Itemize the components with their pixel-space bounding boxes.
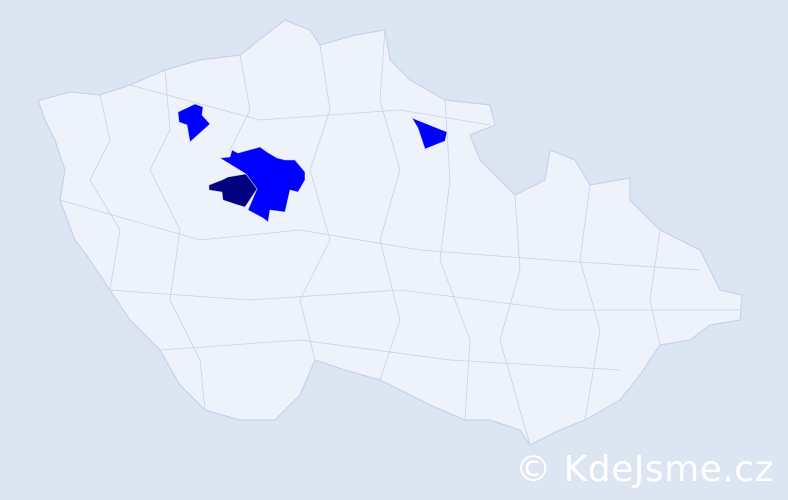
district-highlight-medium-3[interactable] <box>219 146 306 223</box>
district-highlight-medium-2[interactable] <box>411 117 448 150</box>
country-outline <box>37 19 743 446</box>
district-highlight-high[interactable] <box>208 173 258 208</box>
district-highlight-medium-1[interactable] <box>177 103 211 143</box>
district-borders <box>59 29 740 446</box>
watermark: © KdeJsme.cz <box>515 449 774 490</box>
